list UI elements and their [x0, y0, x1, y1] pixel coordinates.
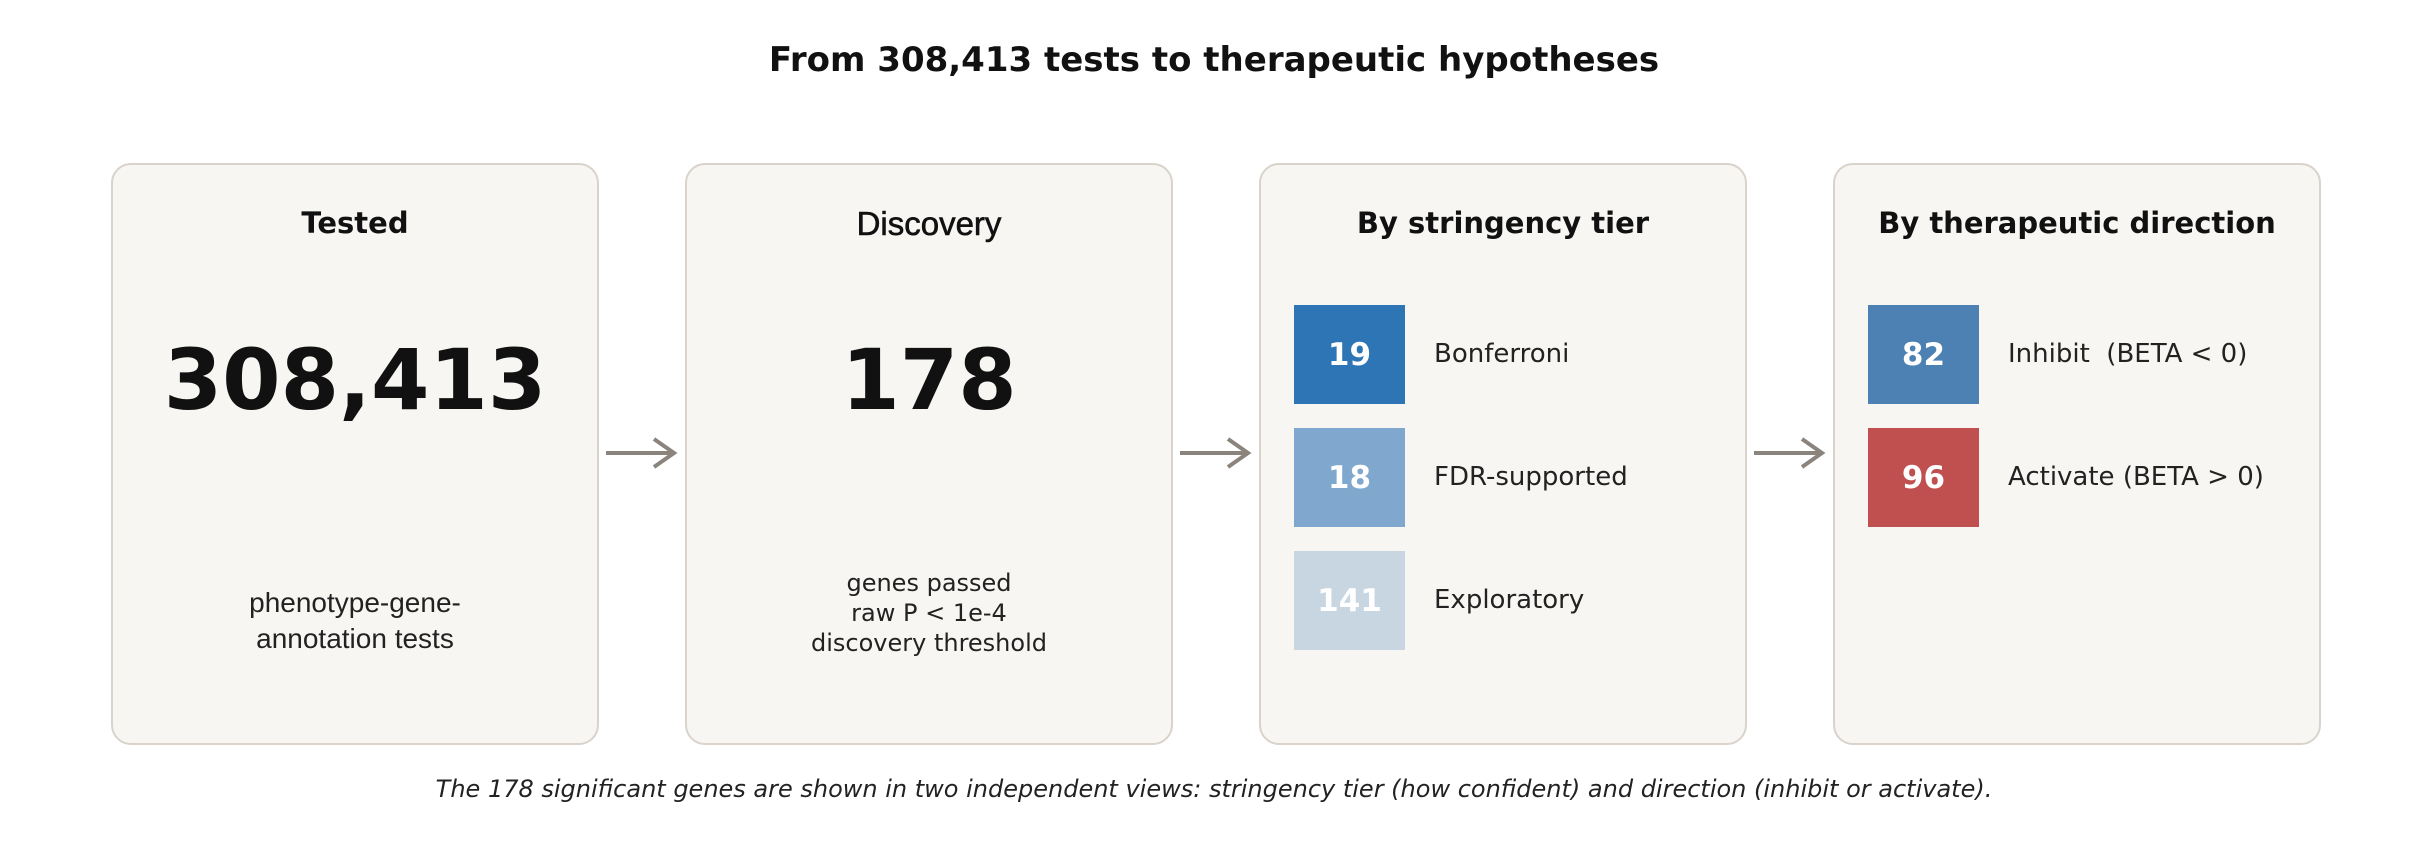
- arrow-right-icon: [1754, 437, 1826, 469]
- tested-panel-title: Tested: [301, 206, 409, 240]
- page-title: From 308,413 tests to therapeutic hypoth…: [768, 40, 1660, 80]
- tier-label: FDR-supported: [1434, 462, 1628, 492]
- arrow-right-icon: [1180, 437, 1252, 469]
- tier-count-box: 18: [1294, 428, 1405, 527]
- therapeutic-direction-title: By therapeutic direction: [1878, 206, 2276, 240]
- tested-panel: Tested 308,413 phenotype-gene- annotatio…: [111, 163, 599, 745]
- direction-count-box: 96: [1868, 428, 1979, 527]
- discovery-count: 178: [841, 331, 1017, 429]
- direction-row-activate: 96 Activate (BETA > 0): [1868, 428, 2308, 527]
- discovery-panel-title: Discovery: [856, 205, 1002, 243]
- stringency-tier-panel: By stringency tier 19 Bonferroni 18 FDR-…: [1259, 163, 1747, 745]
- direction-count-box: 82: [1868, 305, 1979, 404]
- tier-count-box: 141: [1294, 551, 1405, 650]
- direction-label: Activate (BETA > 0): [2008, 462, 2264, 492]
- tier-label: Exploratory: [1434, 585, 1585, 615]
- therapeutic-direction-panel: By therapeutic direction 82 Inhibit (BET…: [1833, 163, 2321, 745]
- tier-row-exploratory: 141 Exploratory: [1294, 551, 1734, 650]
- tier-count-box: 19: [1294, 305, 1405, 404]
- tier-label: Bonferroni: [1434, 339, 1570, 369]
- direction-row-inhibit: 82 Inhibit (BETA < 0): [1868, 305, 2308, 404]
- direction-label: Inhibit (BETA < 0): [2008, 339, 2248, 369]
- tier-row-bonferroni: 19 Bonferroni: [1294, 305, 1734, 404]
- stringency-tier-title: By stringency tier: [1356, 206, 1650, 240]
- discovery-description: genes passed raw P < 1e-4 discovery thre…: [811, 569, 1047, 657]
- tier-row-fdr: 18 FDR-supported: [1294, 428, 1734, 527]
- arrow-right-icon: [606, 437, 678, 469]
- tested-count: 308,413: [163, 331, 547, 429]
- figure-caption: The 178 significant genes are shown in t…: [435, 775, 1993, 803]
- discovery-panel: Discovery 178 genes passed raw P < 1e-4 …: [685, 163, 1173, 745]
- tested-description: phenotype-gene- annotation tests: [249, 587, 461, 654]
